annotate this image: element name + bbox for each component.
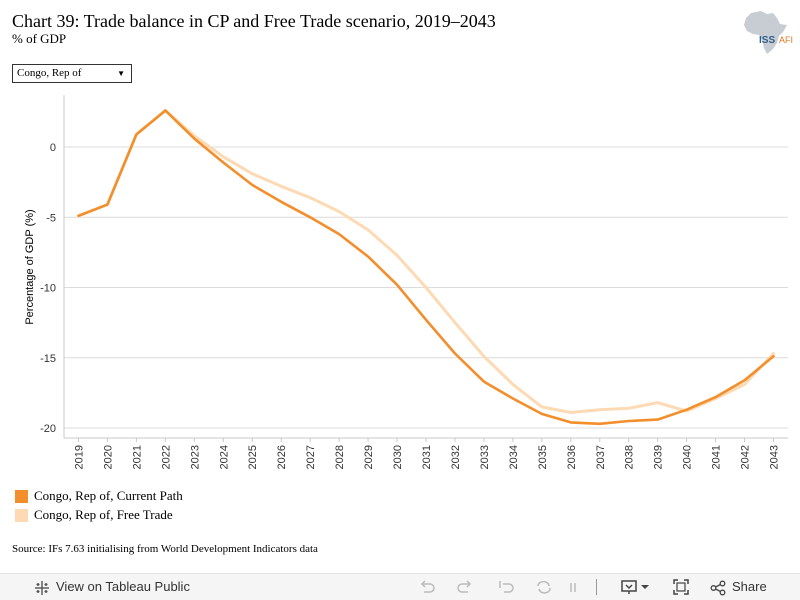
y-tick-label: -20 bbox=[40, 423, 56, 435]
chevron-down-icon: ▼ bbox=[117, 69, 125, 78]
y-tick-label: 0 bbox=[50, 142, 56, 154]
x-tick-label: 2032 bbox=[450, 445, 462, 469]
x-tick-label: 2041 bbox=[711, 445, 723, 469]
x-tick-label: 2039 bbox=[653, 445, 665, 469]
x-tick-label: 2037 bbox=[595, 445, 607, 469]
chart-subtitle: % of GDP bbox=[12, 31, 67, 46]
country-filter-dropdown[interactable]: Congo, Rep of ▼ bbox=[12, 64, 132, 83]
x-tick-label: 2021 bbox=[131, 445, 143, 469]
x-tick-label: 2031 bbox=[421, 445, 433, 469]
x-tick-label: 2040 bbox=[682, 445, 694, 469]
x-tick-label: 2043 bbox=[769, 445, 781, 469]
y-tick-label: -10 bbox=[40, 283, 56, 295]
legend-swatch-free-trade bbox=[15, 509, 28, 522]
x-tick-label: 2029 bbox=[363, 445, 375, 469]
x-tick-label: 2033 bbox=[479, 445, 491, 469]
x-axis: 2019 2020 2021 2022 2023 2024 2025 2026 2027 2028… bbox=[64, 437, 788, 469]
country-filter-value: Congo, Rep of bbox=[17, 67, 82, 79]
download-icon[interactable] bbox=[620, 578, 652, 596]
y-axis-label: Percentage of GDP (%) bbox=[24, 209, 36, 324]
source-note: Source: IFs 7.63 initialising from World… bbox=[12, 543, 318, 555]
x-tick-label: 2025 bbox=[247, 445, 259, 469]
series-line-current-path[interactable] bbox=[77, 109, 775, 426]
share-icon bbox=[710, 580, 726, 596]
toolbar-divider bbox=[596, 579, 597, 595]
legend-label-free-trade: Congo, Rep of, Free Trade bbox=[34, 507, 173, 522]
x-tick-label: 2019 bbox=[73, 445, 85, 469]
x-tick-label: 2042 bbox=[740, 445, 752, 469]
x-tick-label: 2026 bbox=[276, 445, 288, 469]
view-on-tableau-public-label: View on Tableau Public bbox=[56, 579, 190, 594]
y-tick-label: -15 bbox=[40, 353, 56, 365]
y-axis: 0 -5 -10 -15 -20 bbox=[40, 95, 65, 438]
legend-swatch-current-path bbox=[15, 490, 28, 503]
x-tick-label: 2020 bbox=[102, 445, 114, 469]
x-tick-label: 2027 bbox=[305, 445, 317, 469]
series-lines bbox=[77, 109, 775, 426]
x-tick-label: 2023 bbox=[189, 445, 201, 469]
pause-icon[interactable] bbox=[564, 578, 582, 596]
svg-text:AFI: AFI bbox=[779, 35, 793, 45]
x-tick-label: 2024 bbox=[218, 445, 230, 469]
x-tick-label: 2030 bbox=[392, 445, 404, 469]
x-tick-label: 2022 bbox=[160, 445, 172, 469]
x-tick-label: 2028 bbox=[334, 445, 346, 469]
revert-icon[interactable] bbox=[497, 578, 515, 596]
line-chart: 0 -5 -10 -15 -20 2019 2020 2021 2022 2023 2024 202… bbox=[24, 95, 788, 469]
undo-icon[interactable] bbox=[418, 578, 436, 596]
series-line-free-trade[interactable] bbox=[77, 109, 775, 414]
x-tick-label: 2036 bbox=[566, 445, 578, 469]
share-label: Share bbox=[732, 579, 767, 594]
y-tick-label: -5 bbox=[46, 212, 56, 224]
refresh-icon[interactable] bbox=[535, 578, 553, 596]
iss-africa-logo: ISS AFI bbox=[744, 11, 793, 54]
x-tick-label: 2038 bbox=[624, 445, 636, 469]
legend-label-current-path: Congo, Rep of, Current Path bbox=[34, 488, 183, 503]
chart-title: Chart 39: Trade balance in CP and Free T… bbox=[12, 11, 496, 31]
x-tick-label: 2034 bbox=[508, 445, 520, 469]
tableau-toolbar: View on Tableau Public bbox=[0, 573, 800, 600]
redo-icon[interactable] bbox=[456, 578, 474, 596]
x-tick-label: 2035 bbox=[537, 445, 549, 469]
svg-text:ISS: ISS bbox=[759, 35, 775, 46]
tableau-icon bbox=[35, 581, 49, 595]
fullscreen-icon[interactable] bbox=[672, 578, 690, 596]
